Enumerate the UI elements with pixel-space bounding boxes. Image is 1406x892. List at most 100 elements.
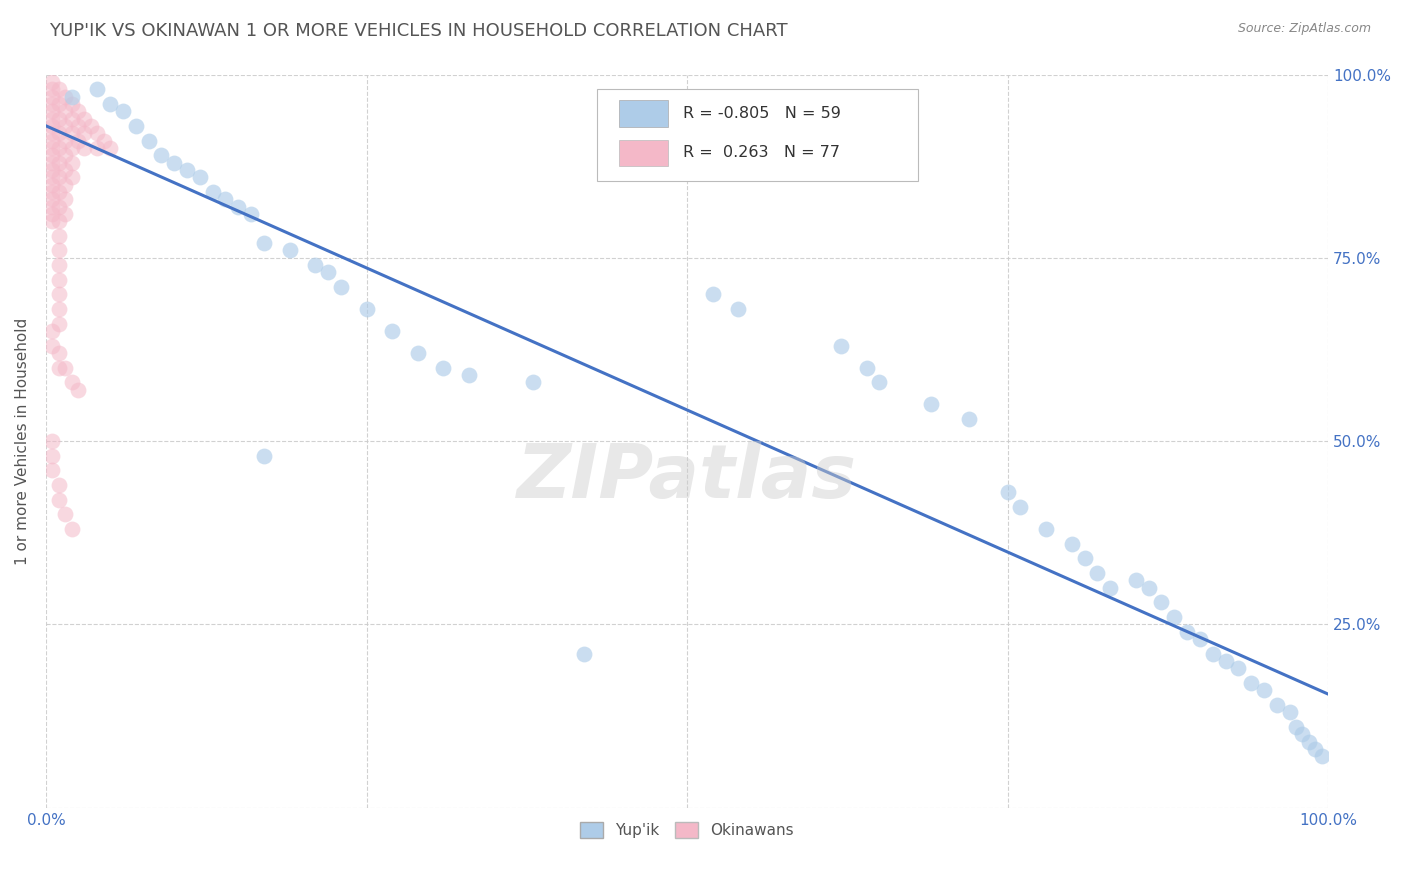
Legend: Yup'ik, Okinawans: Yup'ik, Okinawans — [574, 816, 800, 844]
Point — [48, 258, 70, 272]
Point — [138, 134, 160, 148]
Bar — [619, 100, 668, 127]
Point — [60, 112, 83, 126]
Point — [48, 82, 70, 96]
Point — [1073, 551, 1095, 566]
Point — [41, 200, 63, 214]
Point — [86, 141, 108, 155]
Point — [41, 162, 63, 177]
Point — [1035, 522, 1057, 536]
Point — [1240, 676, 1263, 690]
Point — [997, 485, 1019, 500]
Point — [53, 207, 76, 221]
Point — [48, 126, 70, 140]
Point — [48, 346, 70, 360]
Point — [73, 126, 96, 140]
Point — [60, 141, 83, 155]
Point — [66, 383, 89, 397]
Point — [1285, 720, 1308, 734]
Point — [329, 280, 352, 294]
Point — [41, 96, 63, 111]
Point — [53, 134, 76, 148]
Point — [48, 170, 70, 185]
Point — [53, 178, 76, 192]
Point — [253, 236, 276, 251]
Point — [53, 104, 76, 119]
Point — [1310, 749, 1333, 764]
Point — [522, 376, 544, 390]
Point — [41, 207, 63, 221]
Point — [240, 207, 263, 221]
Point — [53, 360, 76, 375]
Point — [53, 162, 76, 177]
Point — [1163, 610, 1185, 624]
Point — [93, 134, 115, 148]
Point — [1253, 683, 1275, 698]
Point — [53, 89, 76, 103]
Point — [150, 148, 173, 162]
Point — [1188, 632, 1211, 646]
Point — [356, 302, 378, 317]
Point — [60, 170, 83, 185]
Point — [41, 192, 63, 206]
Point — [48, 200, 70, 214]
Text: R =  0.263   N = 77: R = 0.263 N = 77 — [683, 145, 841, 161]
Point — [48, 287, 70, 301]
Point — [66, 104, 89, 119]
Point — [957, 412, 980, 426]
Point — [41, 170, 63, 185]
Point — [48, 317, 70, 331]
Point — [41, 104, 63, 119]
Point — [278, 244, 301, 258]
Point — [41, 214, 63, 228]
Y-axis label: 1 or more Vehicles in Household: 1 or more Vehicles in Household — [15, 318, 30, 565]
Point — [41, 434, 63, 449]
Point — [41, 134, 63, 148]
Point — [98, 141, 121, 155]
Point — [226, 200, 249, 214]
Point — [1150, 595, 1173, 609]
Point — [60, 126, 83, 140]
Point — [48, 478, 70, 492]
Point — [41, 155, 63, 169]
Point — [1202, 647, 1225, 661]
Point — [73, 112, 96, 126]
Point — [66, 134, 89, 148]
Point — [125, 119, 148, 133]
Text: ZIPatlas: ZIPatlas — [517, 442, 858, 515]
Point — [53, 192, 76, 206]
Point — [111, 104, 134, 119]
Point — [48, 360, 70, 375]
Point — [66, 119, 89, 133]
Point — [48, 492, 70, 507]
Point — [1085, 566, 1108, 581]
Point — [41, 324, 63, 338]
Point — [48, 185, 70, 199]
Point — [41, 178, 63, 192]
Point — [73, 141, 96, 155]
Point — [1305, 742, 1327, 756]
Bar — [619, 140, 668, 166]
Point — [830, 339, 852, 353]
Point — [1278, 706, 1301, 720]
Point — [53, 508, 76, 522]
Point — [316, 265, 339, 279]
Point — [1099, 581, 1122, 595]
Point — [60, 96, 83, 111]
Point — [1291, 727, 1313, 741]
Point — [406, 346, 429, 360]
Point — [1010, 500, 1032, 515]
Point — [1137, 581, 1160, 595]
Point — [60, 522, 83, 536]
Point — [458, 368, 481, 383]
Point — [48, 96, 70, 111]
Point — [41, 141, 63, 155]
Point — [60, 376, 83, 390]
Text: R = -0.805   N = 59: R = -0.805 N = 59 — [683, 106, 841, 121]
Point — [80, 119, 103, 133]
Point — [48, 155, 70, 169]
Point — [41, 185, 63, 199]
Point — [86, 82, 108, 96]
Point — [432, 360, 454, 375]
Point — [920, 397, 942, 411]
